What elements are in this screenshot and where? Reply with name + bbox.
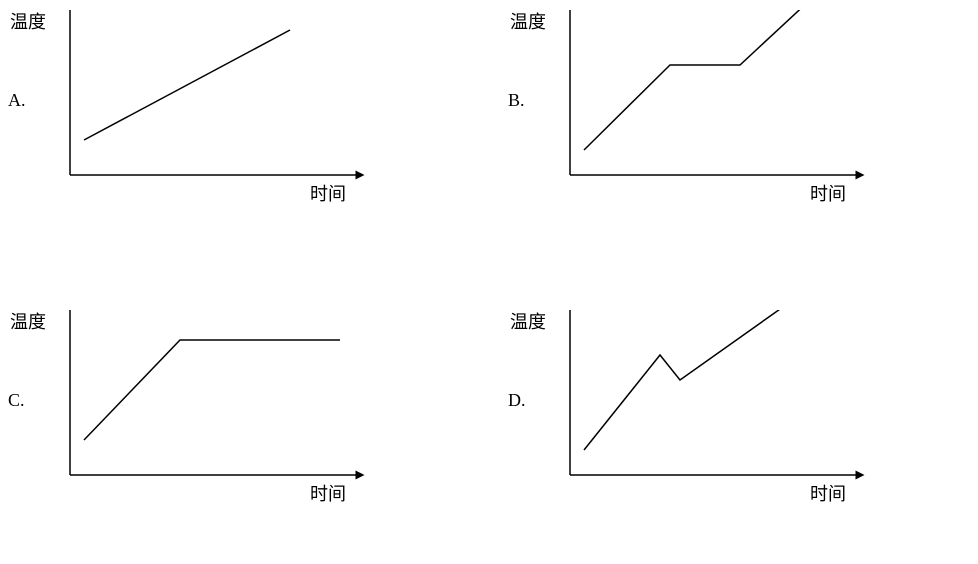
curve-c: [84, 340, 340, 440]
chart-panel-d: D. 温度 时间: [540, 310, 880, 510]
option-label-b: B.: [508, 90, 525, 111]
chart-panel-a: A. 温度 时间: [40, 10, 380, 210]
chart-svg-c: [40, 310, 380, 510]
option-label-c: C.: [8, 390, 25, 411]
option-label-d: D.: [508, 390, 526, 411]
curve-a: [84, 30, 290, 140]
chart-svg-b: [540, 10, 880, 210]
chart-svg-a: [40, 10, 380, 210]
curve-b: [584, 10, 810, 150]
curve-d: [584, 310, 790, 450]
option-label-a: A.: [8, 90, 26, 111]
chart-panel-c: C. 温度 时间: [40, 310, 380, 510]
chart-panel-b: B. 温度 时间: [540, 10, 880, 210]
chart-svg-d: [540, 310, 880, 510]
